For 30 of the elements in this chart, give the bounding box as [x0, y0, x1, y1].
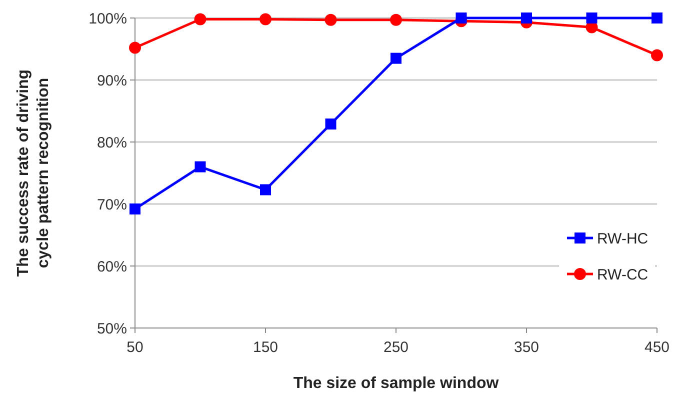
point [260, 13, 272, 26]
y-axis-title: The success rate of driving cycle pattern recognition [15, 69, 52, 277]
point [325, 118, 336, 130]
point [651, 49, 663, 62]
point [130, 203, 140, 214]
y-tick-label: 60% [96, 258, 127, 276]
point [586, 12, 598, 24]
x-tick-label: 450 [644, 339, 670, 356]
y-tick-label: 90% [96, 72, 127, 90]
y-tick-label: 100% [88, 10, 127, 28]
point [521, 12, 532, 24]
point [456, 12, 467, 24]
point [129, 42, 141, 54]
y-tick-label: 70% [96, 196, 127, 214]
point [652, 12, 662, 24]
point [194, 161, 206, 172]
x-tick-label: 350 [514, 339, 540, 356]
x-tick-label: 50 [126, 339, 144, 356]
x-tick-label: 150 [252, 339, 278, 356]
point [324, 14, 337, 26]
y-tick-label: 50% [96, 320, 127, 338]
point [194, 13, 206, 26]
point [390, 52, 402, 64]
x-axis-title: The size of sample window [293, 375, 500, 392]
point [390, 14, 402, 26]
y-tick-label: 80% [96, 134, 127, 152]
x-tick-label: 250 [383, 339, 409, 356]
legend-label: RW-HC [597, 230, 648, 248]
legend-label: RW-CC [597, 266, 648, 284]
point [260, 184, 271, 196]
